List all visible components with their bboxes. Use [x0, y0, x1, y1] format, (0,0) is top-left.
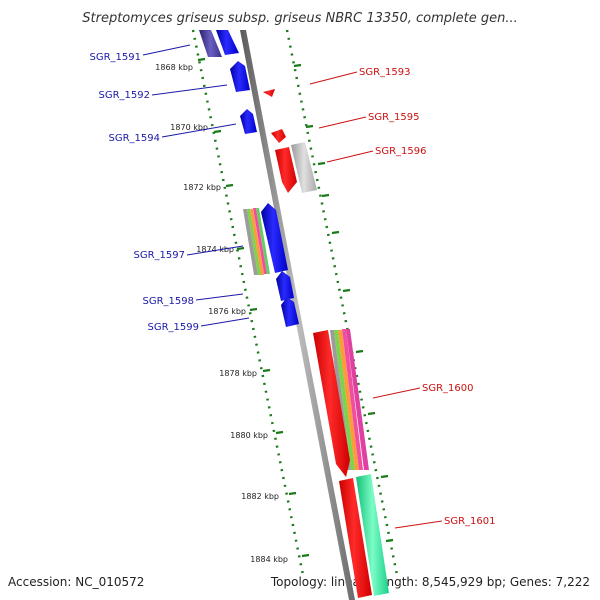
tick-mark [225, 183, 234, 188]
tick-label: 1878 kbp [219, 369, 257, 378]
gene-sgr-1597-annotations [243, 208, 270, 275]
leader-line [318, 116, 367, 129]
gene-label-sgr-1596[interactable]: SGR_1596 [375, 146, 427, 157]
tick-label: 1868 kbp [155, 63, 193, 72]
gene-label-sgr-1601[interactable]: SGR_1601 [444, 516, 496, 527]
gene-sgr-1595[interactable] [271, 129, 286, 143]
leader-line [142, 44, 191, 56]
topology-text: Topology: linear; Length: 8,545,929 bp; … [270, 575, 590, 589]
gene-sgr-1597[interactable] [261, 203, 288, 273]
tick-label: 1880 kbp [230, 431, 268, 440]
gene-label-sgr-1593[interactable]: SGR_1593 [359, 67, 411, 78]
left-label-leaders [142, 44, 250, 327]
gene-sgr-1600[interactable] [313, 330, 350, 477]
leader-line [309, 71, 358, 85]
gene-label-sgr-1592[interactable]: SGR_1592 [99, 90, 151, 101]
tick-label: 1872 kbp [183, 183, 221, 192]
leader-line [372, 387, 421, 399]
gene-sgr-1596-pseudo[interactable] [291, 142, 317, 193]
tick-mark [321, 193, 330, 198]
gene-sgr-1599[interactable] [281, 297, 299, 327]
tick-mark [275, 430, 284, 435]
tick-mark [342, 288, 351, 293]
gene-sgr-1601[interactable] [356, 474, 389, 596]
leader-line [186, 245, 244, 256]
annotation-stripe [342, 329, 363, 470]
tick-label: 1882 kbp [241, 492, 279, 501]
gene-sgr-1598[interactable] [276, 271, 294, 301]
right-label-leaders [309, 71, 443, 529]
tick-mark [236, 246, 245, 251]
tick-mark [293, 63, 302, 68]
gene-sgr-1592[interactable] [230, 61, 250, 92]
annotation-stripe [247, 209, 261, 275]
gene-label-sgr-1595[interactable]: SGR_1595 [368, 112, 420, 123]
tick-mark [331, 230, 340, 235]
leader-line [326, 150, 374, 163]
tick-mark [367, 411, 376, 416]
tick-label: 1874 kbp [196, 245, 234, 254]
leader-line [161, 123, 237, 138]
gene-label-sgr-1599[interactable]: SGR_1599 [148, 322, 200, 333]
gene-sgr-1591[interactable] [199, 30, 222, 57]
genome-title: Streptomyces griseus subsp. griseus NBRC… [82, 11, 517, 26]
scale-labels: 1868 kbp 1870 kbp 1872 kbp 1874 kbp 1876… [155, 63, 288, 564]
annotation-stripe [256, 208, 270, 274]
tick-mark [197, 57, 206, 62]
tick-mark [385, 538, 394, 543]
tick-label: 1870 kbp [170, 123, 208, 132]
tick-mark [355, 349, 364, 354]
tick-mark [249, 307, 258, 312]
gene-label-sgr-1591[interactable]: SGR_1591 [90, 52, 142, 63]
tick-mark [262, 368, 271, 373]
gene-sgr-1593[interactable] [263, 89, 275, 97]
annotation-stripe [338, 330, 359, 470]
annotation-stripe [334, 330, 355, 470]
annotation-stripe [243, 209, 258, 275]
annotation-stripe [250, 209, 264, 275]
tick-label: 1876 kbp [208, 307, 246, 316]
gene-sgr-1596[interactable] [275, 147, 297, 193]
leader-line [394, 520, 443, 529]
gene-label-sgr-1598[interactable]: SGR_1598 [143, 296, 195, 307]
leader-line [200, 317, 250, 327]
tick-mark [317, 161, 326, 166]
tick-mark [288, 491, 297, 496]
gene-label-sgr-1594[interactable]: SGR_1594 [109, 133, 161, 144]
tick-label: 1884 kbp [250, 555, 288, 564]
leader-line [195, 293, 244, 301]
scale-ticks [197, 57, 394, 558]
tick-mark [305, 124, 314, 129]
tick-mark [301, 553, 310, 558]
accession-text: Accession: NC_010572 [8, 575, 144, 589]
gene-sgr-1601-red[interactable] [339, 478, 372, 598]
gene-sgr-1591-b[interactable] [216, 30, 239, 55]
gene-sgr-1594[interactable] [240, 109, 257, 134]
genome-backbone [240, 30, 355, 600]
annotation-stripe [253, 208, 267, 274]
tick-mark [380, 474, 389, 479]
gene-label-sgr-1600[interactable]: SGR_1600 [422, 383, 474, 394]
annotation-stripe [346, 329, 369, 470]
leader-line [151, 84, 228, 96]
gene-label-sgr-1597[interactable]: SGR_1597 [134, 250, 186, 261]
tick-mark [213, 129, 222, 134]
